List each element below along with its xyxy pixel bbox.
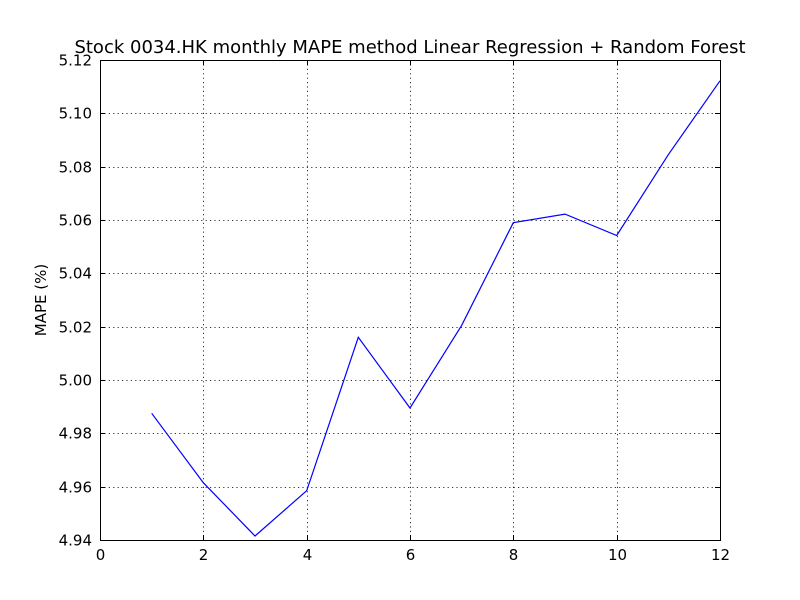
x-tick-label: 2 [199,546,209,564]
axis-ticks: 0 2 4 6 8 10 12 4.94 4.96 4.98 5.00 5.02 5.04 5.06 5.0… [59,52,730,565]
y-tick-label: 4.98 [59,425,92,443]
y-tick-label: 5.12 [59,52,92,70]
x-tick-label: 4 [303,546,313,564]
y-tick-label: 5.04 [59,265,92,283]
y-tick-label: 5.00 [59,372,92,390]
chart-title: Stock 0034.HK monthly MAPE method Linear… [74,37,745,58]
series-line [151,80,721,537]
series-group [151,80,721,537]
y-tick-label: 5.06 [59,212,92,230]
x-tick-label: 6 [406,546,416,564]
y-tick-label: 5.02 [59,319,92,337]
x-tick-label: 10 [608,546,627,564]
y-tick-label: 4.96 [59,479,92,497]
x-tick-label: 0 [96,546,106,564]
y-tick-label: 5.08 [59,159,92,177]
x-tick-label: 12 [711,546,730,564]
y-tick-label: 5.10 [59,105,92,123]
plot-frame [100,60,721,541]
y-tick-label: 4.94 [59,532,92,550]
y-axis-label: MAPE (%) [32,264,50,336]
x-tick-label: 8 [509,546,519,564]
